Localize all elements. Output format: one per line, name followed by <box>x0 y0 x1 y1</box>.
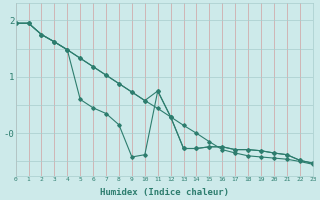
X-axis label: Humidex (Indice chaleur): Humidex (Indice chaleur) <box>100 188 229 197</box>
